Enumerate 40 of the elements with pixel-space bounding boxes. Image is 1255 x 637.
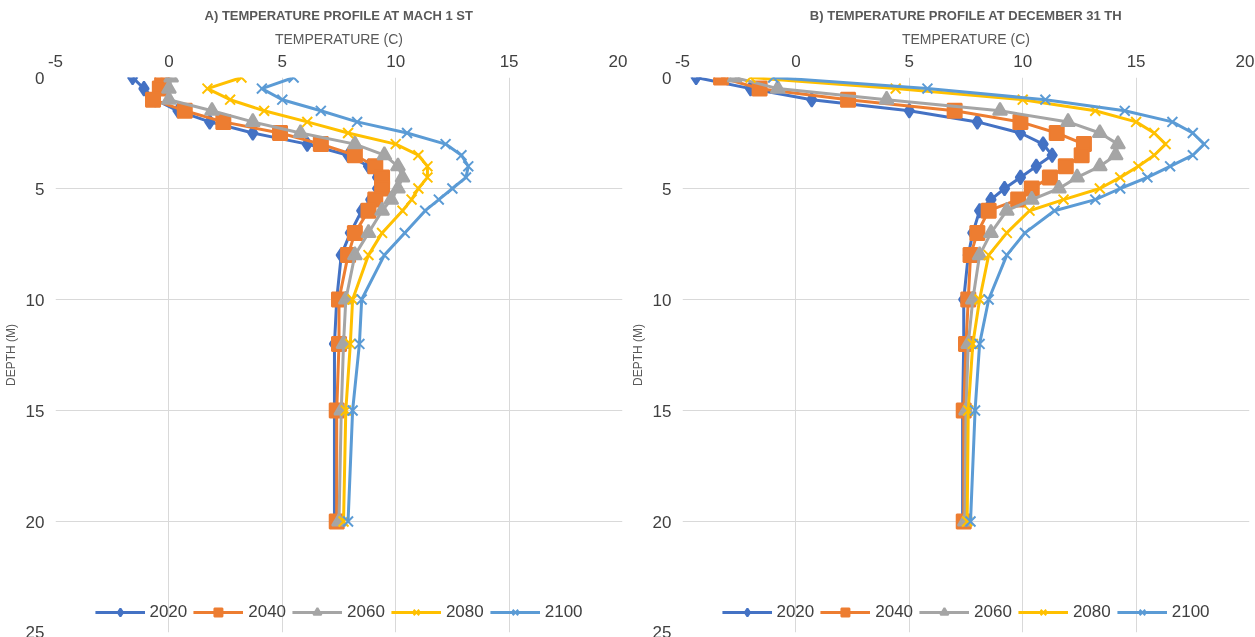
y-tick-label: 0 (662, 68, 672, 88)
y-tick-label: 15 (652, 401, 672, 421)
legend-label: 2060 (347, 602, 385, 622)
legend-label: 2040 (248, 602, 287, 622)
y-tick-label: 20 (25, 512, 45, 532)
x-tick-label: 15 (1126, 51, 1146, 71)
chart-title: A) TEMPERATURE PROFILE AT MACH 1 ST (204, 7, 474, 23)
y-tick-label: 20 (652, 512, 672, 532)
y-tick-label: 10 (652, 290, 672, 310)
x-tick-label: 20 (1235, 51, 1255, 71)
y-axis-title: DEPTH (M) (3, 324, 18, 386)
x-tick-label: 20 (608, 51, 628, 71)
legend-label: 2100 (1171, 602, 1210, 622)
y-tick-label: 0 (35, 68, 45, 88)
x-tick-label: -5 (47, 51, 64, 71)
y-tick-label: 15 (25, 401, 45, 421)
x-tick-label: 0 (791, 51, 801, 71)
y-tick-label: 25 (652, 622, 672, 637)
x-tick-label: 10 (386, 51, 406, 71)
legend-label: 2040 (875, 602, 914, 622)
x-axis-title: TEMPERATURE (C) (901, 30, 1031, 47)
legend-label: 2100 (544, 602, 583, 622)
legend-label: 2080 (1072, 602, 1111, 622)
y-tick-label: 5 (35, 179, 45, 199)
x-tick-label: 5 (904, 51, 915, 71)
x-tick-label: 0 (164, 51, 174, 71)
x-tick-label: -5 (674, 51, 691, 71)
legend-label: 2060 (974, 602, 1012, 622)
x-tick-label: 10 (1013, 51, 1033, 71)
chart-title: B) TEMPERATURE PROFILE AT DECEMBER 31 TH (809, 7, 1122, 23)
y-tick-label: 10 (25, 290, 45, 310)
x-tick-label: 5 (277, 51, 288, 71)
y-tick-label: 25 (25, 622, 45, 637)
legend-label: 2080 (445, 602, 484, 622)
y-tick-label: 5 (662, 179, 672, 199)
y-axis-title: DEPTH (M) (630, 324, 645, 386)
legend-label: 2020 (149, 602, 188, 622)
x-axis-title: TEMPERATURE (C) (274, 30, 404, 47)
x-tick-label: 15 (499, 51, 519, 71)
legend-label: 2020 (776, 602, 815, 622)
